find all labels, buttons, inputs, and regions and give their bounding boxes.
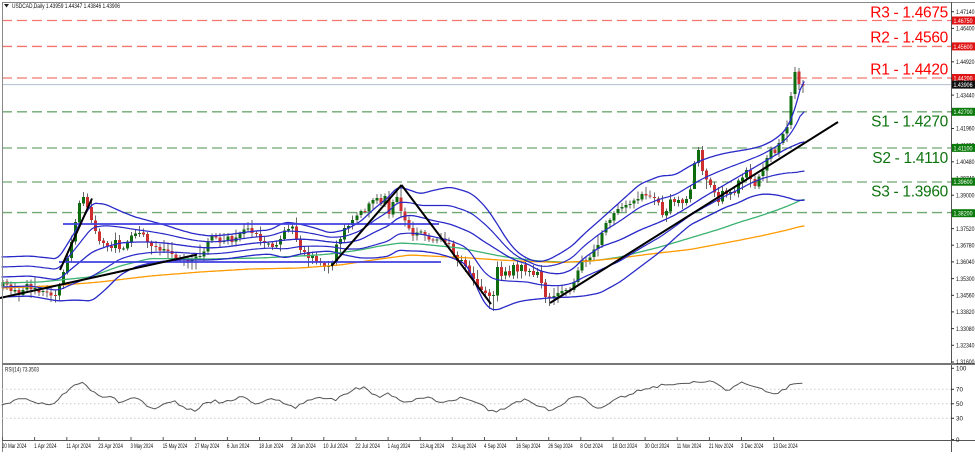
svg-text:23 Aug 2024: 23 Aug 2024 — [452, 443, 477, 450]
svg-text:1.36040: 1.36040 — [956, 259, 975, 266]
svg-text:22 Jul 2024: 22 Jul 2024 — [355, 443, 380, 450]
svg-text:1.33080: 1.33080 — [956, 326, 975, 333]
svg-text:1.46400: 1.46400 — [956, 26, 975, 33]
svg-text:10 Jul 2024: 10 Jul 2024 — [323, 443, 348, 450]
svg-text:30 Oct 2024: 30 Oct 2024 — [645, 443, 670, 450]
svg-text:1.33820: 1.33820 — [956, 309, 975, 316]
svg-text:11 Apr 2024: 11 Apr 2024 — [66, 443, 91, 450]
svg-text:1.41100: 1.41100 — [954, 145, 973, 152]
svg-text:13 Aug 2024: 13 Aug 2024 — [420, 443, 445, 450]
svg-text:27 May 2024: 27 May 2024 — [195, 443, 220, 450]
svg-text:1.41960: 1.41960 — [956, 126, 975, 133]
svg-text:RSI(14) 73.3503: RSI(14) 73.3503 — [5, 367, 39, 374]
svg-text:23 Apr 2024: 23 Apr 2024 — [98, 443, 123, 450]
svg-text:4 Sep 2024: 4 Sep 2024 — [484, 443, 507, 450]
svg-text:21 Nov 2024: 21 Nov 2024 — [709, 443, 734, 450]
svg-text:3 Dec 2024: 3 Dec 2024 — [741, 443, 764, 450]
svg-text:8 Oct 2024: 8 Oct 2024 — [580, 443, 603, 450]
svg-text:6 Jun 2024: 6 Jun 2024 — [227, 443, 250, 450]
svg-text:20 Mar 2024: 20 Mar 2024 — [2, 443, 27, 450]
svg-text:1.46750: 1.46750 — [954, 18, 973, 25]
svg-text:1.40480: 1.40480 — [956, 159, 975, 166]
svg-text:1.42700: 1.42700 — [954, 109, 973, 116]
svg-text:28 Jun 2024: 28 Jun 2024 — [291, 443, 316, 450]
svg-text:100: 100 — [956, 366, 967, 373]
svg-text:S3 - 1.3960: S3 - 1.3960 — [871, 183, 949, 200]
svg-text:11 Nov 2024: 11 Nov 2024 — [677, 443, 702, 450]
svg-text:1 Apr 2024: 1 Apr 2024 — [34, 443, 57, 450]
svg-text:1.36780: 1.36780 — [956, 242, 975, 249]
svg-text:18 Jun 2024: 18 Jun 2024 — [259, 443, 284, 450]
svg-text:15 May 2024: 15 May 2024 — [163, 443, 188, 450]
svg-text:70: 70 — [956, 387, 963, 394]
svg-text:26 Sep 2024: 26 Sep 2024 — [548, 443, 573, 450]
svg-text:USDCAD,Daily 1.43959 1.44347 1: USDCAD,Daily 1.43959 1.44347 1.43846 1.4… — [12, 3, 120, 10]
svg-text:1.44920: 1.44920 — [956, 59, 975, 66]
svg-text:1.45600: 1.45600 — [954, 44, 973, 51]
svg-text:1.44200: 1.44200 — [954, 75, 973, 82]
svg-text:R3 - 1.4675: R3 - 1.4675 — [870, 5, 948, 22]
svg-text:S1 - 1.4270: S1 - 1.4270 — [871, 114, 949, 131]
svg-text:1.43440: 1.43440 — [956, 92, 975, 99]
svg-text:R1 - 1.4420: R1 - 1.4420 — [870, 62, 948, 79]
svg-text:1.38200: 1.38200 — [954, 211, 973, 218]
svg-text:1.34560: 1.34560 — [956, 293, 975, 300]
svg-text:R2 - 1.4560: R2 - 1.4560 — [870, 29, 948, 46]
svg-text:13 Dec 2024: 13 Dec 2024 — [773, 443, 798, 450]
svg-text:1 Aug 2024: 1 Aug 2024 — [388, 443, 411, 450]
svg-text:1.39600: 1.39600 — [954, 179, 973, 186]
svg-text:18 Oct 2024: 18 Oct 2024 — [613, 443, 638, 450]
svg-text:1.37520: 1.37520 — [956, 226, 975, 233]
svg-text:1.43906: 1.43906 — [954, 82, 973, 89]
svg-text:3 May 2024: 3 May 2024 — [131, 443, 154, 450]
svg-text:50: 50 — [956, 401, 963, 408]
svg-text:1.47140: 1.47140 — [956, 9, 975, 16]
svg-text:0: 0 — [956, 437, 960, 444]
svg-text:16 Sep 2024: 16 Sep 2024 — [516, 443, 541, 450]
svg-text:1.31600: 1.31600 — [956, 359, 975, 366]
svg-text:1.35300: 1.35300 — [956, 276, 975, 283]
svg-text:30: 30 — [956, 416, 963, 423]
svg-text:1.32340: 1.32340 — [956, 343, 975, 350]
svg-text:1.39000: 1.39000 — [956, 192, 975, 199]
svg-text:S2 - 1.4110: S2 - 1.4110 — [872, 150, 948, 167]
